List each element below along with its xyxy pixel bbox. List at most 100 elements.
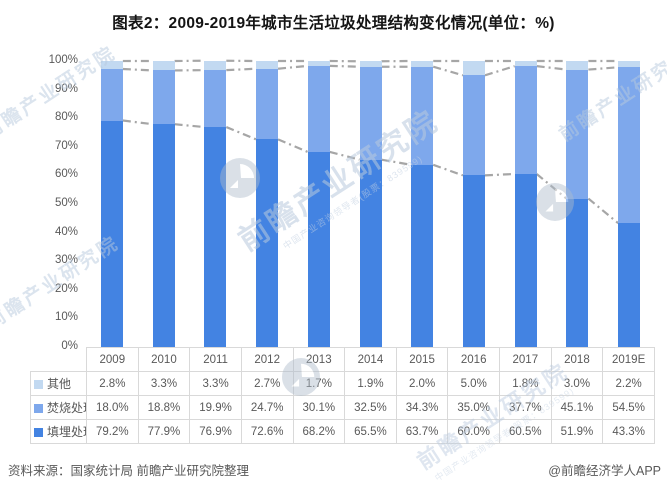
bar-segment	[411, 164, 434, 347]
value-cell: 60.0%	[447, 419, 500, 444]
y-tick-label: 10%	[54, 311, 78, 324]
value-cell: 1.8%	[499, 371, 552, 396]
year-cell: 2019E	[602, 347, 655, 372]
y-tick-label: 70%	[54, 139, 78, 152]
bar-segment	[411, 61, 434, 67]
plot-area	[86, 59, 655, 347]
bar-segment	[618, 223, 641, 347]
bar-2017	[514, 61, 537, 347]
bar-segment	[256, 61, 279, 69]
bar-segment	[100, 61, 123, 70]
bar-segment	[307, 65, 330, 152]
bar-segment	[462, 175, 485, 347]
value-cell: 1.7%	[292, 371, 346, 396]
series-line	[329, 64, 360, 68]
bar-2013	[307, 61, 330, 347]
year-cell: 2013	[292, 347, 346, 372]
series-line	[381, 158, 412, 166]
series-line	[588, 66, 619, 71]
value-cell: 68.2%	[292, 419, 346, 444]
y-tick-label: 40%	[54, 225, 78, 238]
value-cell: 32.5%	[344, 395, 397, 420]
bar-segment	[618, 61, 641, 68]
value-cell: 35.0%	[447, 395, 500, 420]
bar-segment	[359, 66, 382, 160]
year-cell: 2010	[137, 347, 191, 372]
legend-cell: 填埋处理	[30, 419, 87, 444]
bar-segment	[618, 67, 641, 224]
value-cell: 54.5%	[602, 395, 655, 420]
series-line	[536, 65, 567, 71]
bar-segment	[256, 68, 279, 140]
y-tick-label: 90%	[54, 82, 78, 95]
bar-segment	[514, 61, 537, 67]
data-table-body: 2009 2010 2011 2012 2013 2014 2015 2016 2017 2018…	[30, 347, 655, 444]
bar-2012	[256, 61, 279, 347]
bar-2009	[100, 61, 123, 347]
value-cell: 79.2%	[86, 419, 139, 444]
year-cell: 2014	[344, 347, 397, 372]
y-tick-label: 50%	[54, 197, 78, 209]
value-cell: 72.6%	[240, 419, 294, 444]
value-cell: 2.8%	[86, 371, 139, 396]
series-line	[122, 67, 153, 72]
year-cell: 2018	[550, 347, 604, 372]
bar-segment	[566, 69, 589, 199]
value-cell: 3.3%	[137, 371, 191, 396]
bar-segment	[100, 120, 123, 347]
bar-2010	[152, 61, 175, 347]
bar-segment	[411, 66, 434, 165]
bar-segment	[152, 124, 175, 347]
bar-segment	[307, 61, 330, 66]
table-row: 填埋处理79.2%77.9%76.9%72.6%68.2%65.5%63.7%6…	[30, 419, 655, 444]
legend-swatch	[34, 380, 43, 389]
bar-segment	[514, 173, 537, 347]
series-line	[535, 173, 568, 200]
legend-cell: 其他	[30, 371, 87, 396]
y-tick-label: 30%	[54, 254, 78, 267]
y-tick-label: 100%	[48, 54, 78, 66]
series-line	[484, 65, 516, 77]
value-cell: 2.7%	[240, 371, 294, 396]
table-row: 焚烧处理18.0%18.8%19.9%24.7%30.1%32.5%34.3%3…	[30, 395, 655, 420]
value-cell: 34.3%	[395, 395, 449, 420]
bar-segment	[462, 75, 485, 176]
bar-segment	[462, 61, 485, 76]
table-year-row: 2009 2010 2011 2012 2013 2014 2015 2016 2017 2018…	[31, 347, 655, 372]
y-tick-label: 60%	[54, 168, 78, 181]
series-line	[432, 163, 464, 177]
bar-segment	[204, 127, 227, 347]
series-line	[122, 119, 153, 126]
table-corner-cell	[31, 348, 87, 372]
bar-segment	[152, 61, 175, 71]
year-cell: 2016	[447, 347, 500, 372]
series-line	[226, 67, 257, 72]
bar-segment	[566, 61, 589, 70]
value-cell: 30.1%	[292, 395, 346, 420]
bar-segment	[204, 60, 227, 71]
source-note: 资料来源：国家统计局 前瞻产业研究院整理	[8, 464, 249, 478]
data-table: 2009 2010 2011 2012 2013 2014 2015 2016 2017 2018…	[30, 347, 655, 444]
bar-segment	[566, 198, 589, 347]
legend-swatch	[34, 404, 43, 413]
value-cell: 3.0%	[550, 371, 604, 396]
value-cell: 43.3%	[602, 419, 655, 444]
legend-cell: 焚烧处理	[30, 395, 87, 420]
series-line	[225, 126, 257, 141]
bar-segment	[307, 151, 330, 347]
value-cell: 37.7%	[499, 395, 552, 420]
bar-2015	[411, 61, 434, 347]
value-cell: 1.9%	[344, 371, 397, 396]
value-cell: 65.5%	[344, 419, 397, 444]
series-line	[277, 64, 308, 70]
series-line	[174, 123, 205, 129]
table-row: 其他 2.8% 3.3% 3.3% 2.7% 1.7% 1.9% 2.0% 5.0% 1.8% 3.…	[30, 371, 655, 396]
value-cell: 45.1%	[550, 395, 604, 420]
year-cell: 2009	[86, 347, 139, 372]
bar-segment	[359, 61, 382, 67]
value-cell: 18.0%	[86, 395, 139, 420]
value-cell: 24.7%	[240, 395, 294, 420]
chart-title: 图表2：2009-2019年城市生活垃圾处理结构变化情况(单位：%)	[112, 15, 555, 32]
value-cell: 5.0%	[447, 371, 500, 396]
